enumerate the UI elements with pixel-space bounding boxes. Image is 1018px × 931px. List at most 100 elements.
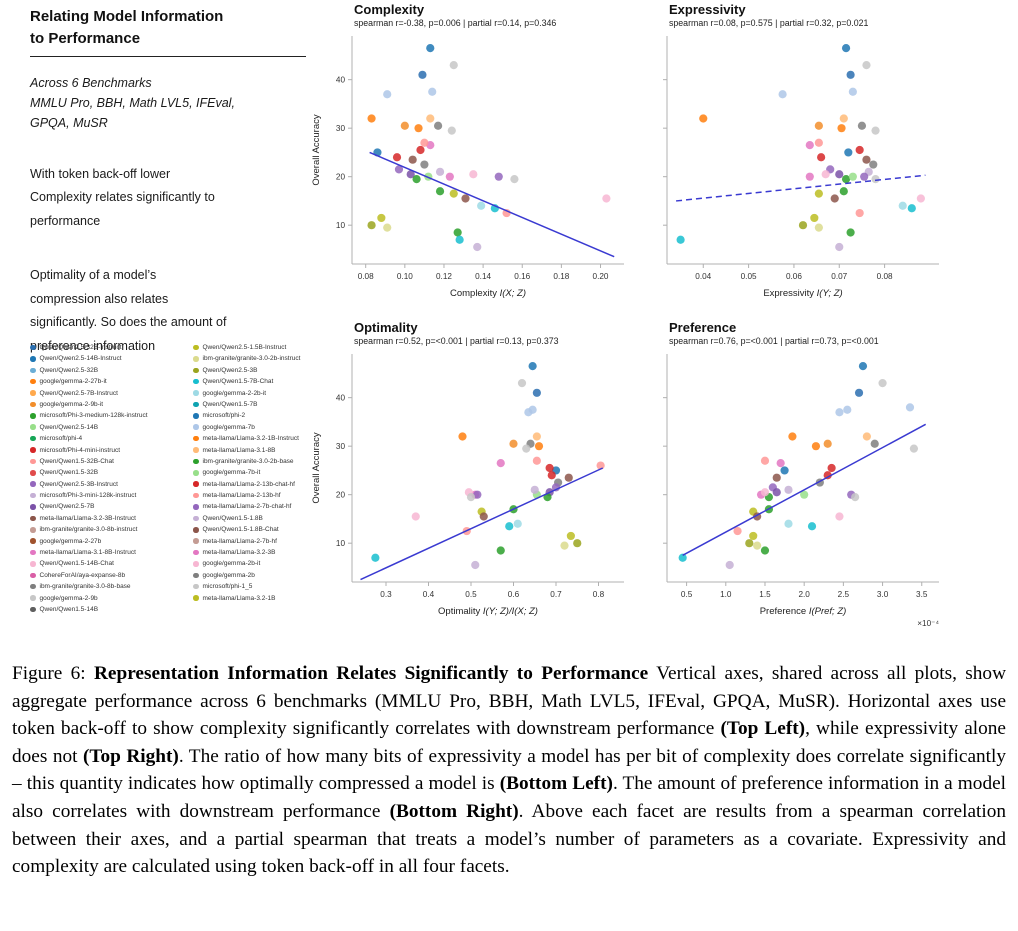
legend-item: ibm-granite/granite-3.0-8b-base (30, 583, 187, 590)
legend-dot-icon (30, 583, 36, 590)
scatter-point (377, 213, 386, 223)
legend-label: microsoft/phi-2 (202, 412, 246, 420)
scatter-point (798, 221, 808, 230)
scatter-point (772, 473, 781, 482)
scatter-point (528, 405, 537, 414)
scatter-point (784, 485, 793, 494)
legend-label: google/gemma-2-27b (39, 537, 102, 545)
x-axis-label: Preference I(Pref; Z) (760, 606, 847, 617)
legend-label: Qwen/Qwen2.5-32B-Instruct (39, 344, 122, 351)
plot-complexity: Complexity spearman r=-0.38, p=0.006 | p… (308, 2, 638, 312)
scatter-point (760, 456, 770, 465)
scatter-point (532, 432, 541, 441)
legend-dot-icon (193, 356, 199, 362)
caption-text: . The amount of preference information i… (12, 773, 1007, 822)
scatter-point (406, 170, 415, 179)
caption-text: Vertical axes, shared across all plots, … (12, 663, 1006, 740)
legend-dot-icon (30, 413, 36, 419)
paper-figure-page: Relating Model Information to Performanc… (12, 2, 1007, 877)
legend-dot-icon (30, 424, 36, 430)
x-axis-label: Optimality I(Y; Z)/I(X; Z) (438, 606, 538, 617)
legend-item: Qwen/Qwen2.5-7B (30, 503, 187, 510)
x-tick-label: 0.20 (593, 272, 609, 281)
scatter-point (839, 187, 848, 196)
scatter-point (469, 170, 478, 179)
scatter-point (805, 141, 814, 150)
legend-item: meta-llama/Llama-2-7b-hf (193, 538, 350, 545)
legend-dot-icon (30, 458, 36, 465)
legend-item: Qwen/Qwen2.5-14B-Instruct (30, 355, 187, 362)
scatter-point (857, 121, 867, 130)
scatter-point (753, 541, 762, 550)
caption-text: . The ratio of how many bits of expressi… (12, 745, 1006, 795)
legend-label: google/gemma-7b (202, 423, 255, 431)
x-tick-label: 0.05 (741, 272, 757, 281)
y-tick-label: 20 (336, 491, 346, 500)
scatter-point (855, 208, 864, 218)
legend-label: meta-llama/Llama-3.2-3B-Instruct (39, 514, 136, 522)
scatter-point (560, 541, 569, 550)
legend-dot-icon (193, 481, 199, 487)
legend-label: google/gemma-2b-it (202, 560, 261, 568)
legend-item: Qwen/Qwen1.5-32B-Chat (30, 458, 187, 465)
legend-dot-icon (193, 424, 199, 430)
y-tick-label: 30 (336, 124, 346, 133)
scatter-point (602, 194, 611, 203)
scatter-point (551, 483, 561, 492)
scatter-point (784, 519, 793, 528)
x-axis-label: Complexity I(X; Z) (450, 288, 526, 299)
legend-label: Qwen/Qwen1.5-14B-Chat (39, 560, 114, 568)
scatter-point (517, 379, 527, 388)
plot-title-complexity: Complexity (354, 2, 425, 17)
y-tick-label: 10 (336, 539, 346, 548)
scatter-point (510, 175, 519, 184)
legend-dot-icon (193, 390, 199, 396)
scatter-point (383, 90, 392, 99)
y-tick-label: 30 (336, 442, 346, 451)
legend-label: google/gemma-2b (202, 571, 255, 579)
scatter-point (814, 189, 823, 198)
scatter-point (805, 172, 814, 181)
legend-column-left: Qwen/Qwen2.5-32B-Instruct Qwen/Qwen2.5-14… (30, 344, 187, 617)
scatter-point (827, 463, 836, 473)
scatter-point (408, 155, 417, 164)
caption-bold-text: Representation Information Relates Signi… (93, 663, 649, 684)
legend-label: meta-llama/Llama-3.2-1B (202, 594, 276, 602)
legend-label: google/gemma-2-9b (39, 594, 98, 602)
scatter-point (778, 90, 787, 99)
scatter-point (871, 175, 880, 184)
caption-bold-text: (Bottom Left) (499, 773, 613, 795)
axis-multiplier-label: ×10⁻⁴ (917, 619, 939, 628)
scatter-point (858, 362, 868, 371)
legend-label: Qwen/Qwen2.5-14B (39, 423, 99, 431)
scatter-point (841, 44, 851, 53)
legend-item: Qwen/Qwen1.5-1.8B (193, 515, 350, 522)
x-tick-label: 0.08 (877, 272, 893, 281)
scatter-point (477, 201, 486, 210)
y-axis-label: Overall Accuracy (311, 432, 322, 504)
scatter-point (811, 442, 821, 451)
legend-dot-icon (30, 606, 36, 613)
legend-dot-icon (30, 561, 36, 567)
x-tick-label: 0.18 (553, 272, 569, 281)
legend-dot-icon (193, 378, 199, 385)
scatter-point (596, 461, 605, 470)
legend-dot-icon (30, 515, 36, 522)
scatter-point (416, 145, 425, 155)
x-tick-label: 1.0 (720, 590, 732, 599)
scatter-point (455, 235, 464, 244)
scatter-point (814, 121, 823, 130)
legend-label: meta-llama/Llama-3.2-3B (202, 549, 276, 557)
scatter-point (862, 61, 871, 70)
x-tick-label: 0.5 (681, 590, 693, 599)
legend-item: google/gemma-2-27b-it (30, 378, 187, 385)
legend-dot-icon (193, 344, 199, 351)
scatter-point (394, 165, 404, 174)
scatter-point (676, 235, 685, 244)
legend-item: Qwen/Qwen1.5-1.8B-Chat (193, 526, 350, 533)
scatter-point (871, 126, 880, 135)
legend-item: Qwen/Qwen1.5-7B-Chat (193, 378, 350, 385)
scatter-point (837, 124, 846, 133)
caption-text: , while expressivity alone does not (12, 718, 1006, 767)
scatter-point (788, 432, 797, 441)
